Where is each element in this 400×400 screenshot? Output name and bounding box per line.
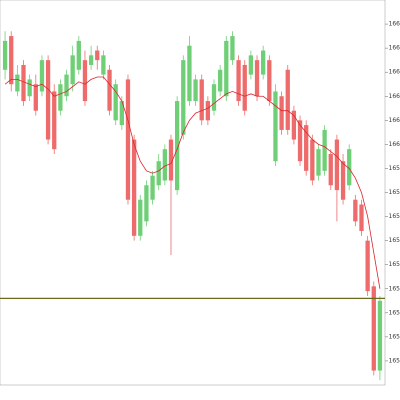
candle-body bbox=[27, 79, 32, 97]
candle-body bbox=[82, 60, 88, 102]
candle-body bbox=[267, 60, 272, 102]
candle-body bbox=[131, 139, 137, 236]
candle-body bbox=[199, 79, 204, 121]
candle-body bbox=[273, 91, 278, 162]
candle-body bbox=[297, 120, 303, 162]
candle-body bbox=[174, 101, 180, 191]
plot-area bbox=[0, 0, 386, 386]
candle-body bbox=[33, 84, 38, 111]
y-tick-label: 165.9 bbox=[389, 165, 400, 172]
candle-body bbox=[211, 84, 217, 111]
y-tick-label: 166.3 bbox=[389, 69, 400, 76]
candle-body bbox=[187, 45, 192, 102]
candle-body bbox=[242, 64, 247, 111]
candle-body bbox=[285, 69, 290, 130]
y-tick-label: 166 bbox=[389, 141, 400, 148]
candle-body bbox=[2, 40, 8, 70]
candle-body bbox=[205, 101, 211, 121]
candle-body bbox=[45, 60, 51, 140]
candle-body bbox=[101, 55, 106, 75]
candle-body bbox=[70, 55, 75, 85]
candle-body bbox=[328, 154, 333, 186]
candle-body bbox=[162, 149, 167, 181]
y-tick-label: 165.4 bbox=[389, 285, 400, 292]
candle-body bbox=[138, 199, 143, 236]
candle-body bbox=[230, 36, 235, 61]
y-tick-label: 165.3 bbox=[389, 309, 400, 316]
y-tick-label: 165.6 bbox=[389, 237, 400, 244]
candle-body bbox=[107, 69, 112, 111]
candle-body bbox=[316, 149, 321, 176]
candle-body bbox=[113, 84, 118, 121]
candle-body bbox=[377, 300, 383, 371]
y-tick-label: 165.5 bbox=[389, 261, 400, 268]
y-tick-label: 165.7 bbox=[389, 213, 400, 220]
candle-body bbox=[310, 139, 315, 181]
candle-body bbox=[218, 69, 223, 92]
candle-body bbox=[304, 125, 309, 171]
candle-body bbox=[334, 139, 340, 191]
y-tick-label: 166.1 bbox=[389, 117, 400, 124]
candle-body bbox=[279, 96, 284, 130]
candle-body bbox=[340, 161, 346, 200]
candle-body bbox=[15, 74, 20, 92]
candle-body bbox=[291, 110, 297, 140]
candle-body bbox=[95, 50, 100, 61]
candle-body bbox=[88, 55, 94, 65]
candle-body bbox=[236, 60, 241, 102]
candle-body bbox=[168, 139, 174, 181]
candle-body bbox=[224, 40, 229, 97]
candle-body bbox=[144, 185, 149, 222]
candle-body bbox=[181, 60, 186, 135]
y-tick-label: 165.8 bbox=[389, 189, 400, 196]
candle-body bbox=[52, 91, 57, 150]
candle-body bbox=[21, 64, 26, 102]
candle-body bbox=[58, 84, 63, 111]
candle-body bbox=[64, 74, 69, 97]
candle-body bbox=[150, 175, 155, 200]
candle-body bbox=[254, 60, 260, 97]
candle-body bbox=[371, 286, 376, 371]
y-tick-label: 165.1 bbox=[389, 357, 400, 364]
candle-body bbox=[261, 50, 266, 75]
y-tick-label: 166.4 bbox=[389, 45, 400, 52]
candle-body bbox=[76, 40, 81, 70]
candle-body bbox=[365, 240, 370, 292]
candle-body bbox=[359, 204, 364, 231]
candle-body bbox=[9, 36, 14, 85]
candle-body bbox=[353, 199, 358, 222]
candle-body bbox=[119, 101, 124, 126]
candle-body bbox=[347, 149, 352, 186]
candle-body bbox=[156, 161, 161, 186]
candle-body bbox=[248, 55, 254, 75]
candle-body bbox=[193, 79, 198, 102]
y-tick-label: 166.2 bbox=[389, 93, 400, 100]
moving-average bbox=[4, 76, 381, 289]
candle-body bbox=[125, 79, 131, 200]
candle-body bbox=[322, 129, 327, 171]
candle-body bbox=[39, 60, 45, 92]
y-tick-label: 166.5 bbox=[389, 21, 400, 28]
y-tick-label: 165.2 bbox=[389, 333, 400, 340]
